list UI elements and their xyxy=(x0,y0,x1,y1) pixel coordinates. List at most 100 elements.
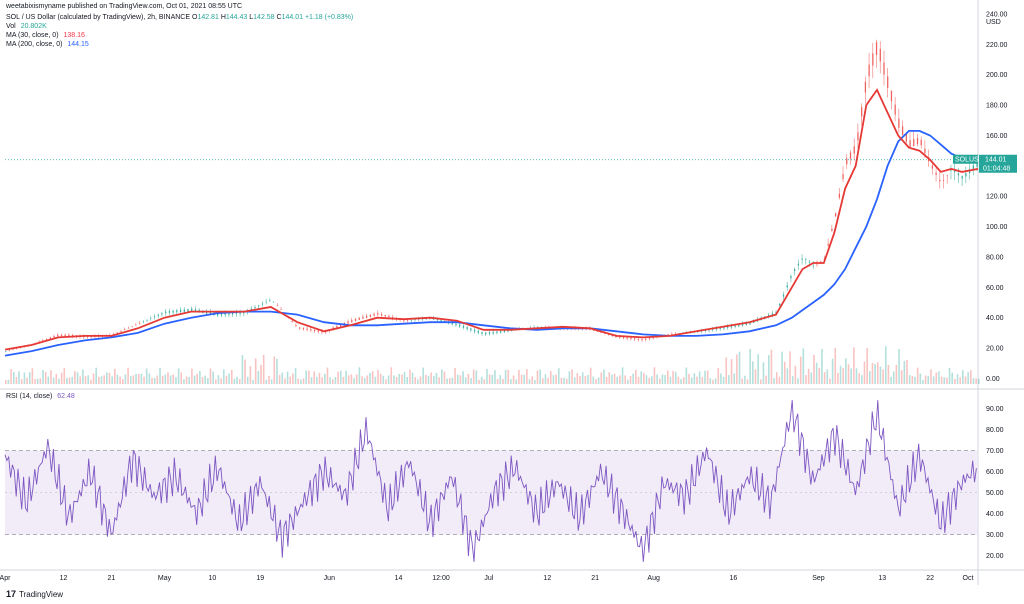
volume-bar xyxy=(252,379,254,384)
volume-bar xyxy=(44,372,47,384)
candle-body xyxy=(49,337,51,339)
volume-bar xyxy=(334,376,337,384)
volume-bar xyxy=(113,368,116,384)
candle-body xyxy=(172,310,174,313)
rsi-axis[interactable]: 20.00 30.00 40.00 50.00 60.00 70.00 80.00 90.00 xyxy=(986,406,1004,560)
x-axis: Apr 12 21 May 10 19 Jun 14 12:00 Jul 12 21 Aug 16 Sep 1… xyxy=(0,575,973,582)
candle-body xyxy=(861,107,863,117)
candle-body xyxy=(794,269,796,271)
volume-bar xyxy=(882,369,884,384)
candle-body xyxy=(749,322,751,325)
volume-bar xyxy=(55,373,58,384)
volume-bar xyxy=(175,377,177,384)
volume-bar xyxy=(398,374,401,384)
volume-bar xyxy=(84,376,87,384)
candle-body xyxy=(354,318,357,322)
volume-bar xyxy=(220,378,222,384)
candle-body xyxy=(879,48,881,62)
volume-bar xyxy=(196,373,199,384)
candle-body xyxy=(741,323,744,326)
volume-bar xyxy=(199,371,201,384)
volume-bar xyxy=(425,374,427,384)
volume-bar xyxy=(975,378,977,384)
volume-bar xyxy=(730,359,733,384)
candle-body xyxy=(299,327,301,329)
candle-body xyxy=(217,313,219,316)
volume-bar xyxy=(26,377,28,384)
ohlc-open: O142.81 xyxy=(191,14,219,21)
volume-bar xyxy=(542,378,544,384)
time-tick-label: 14 xyxy=(395,575,403,582)
volume-bar xyxy=(767,355,770,384)
candle-body xyxy=(626,337,628,339)
ma200-label: MA (200, close, 0) xyxy=(6,41,63,48)
volume-bar xyxy=(940,376,943,384)
volume-bar xyxy=(265,379,268,384)
rsi-pane[interactable] xyxy=(0,400,1024,571)
candle-body xyxy=(380,313,383,316)
volume-bar xyxy=(908,375,911,384)
volume-bar xyxy=(427,376,430,384)
volume-bar xyxy=(403,371,406,384)
candle-body xyxy=(280,309,282,311)
volume-bar xyxy=(701,377,704,384)
volume-bar xyxy=(608,372,611,384)
price-tick-label: 60.00 xyxy=(986,285,1004,292)
volume-bar xyxy=(512,375,515,384)
volume-bar xyxy=(207,378,209,384)
volume-bar xyxy=(680,378,682,384)
volume-bar xyxy=(363,378,366,384)
rsi-legend-row: RSI (14, close) 62.48 xyxy=(6,392,75,401)
ohlc-low: L142.58 xyxy=(249,14,275,21)
volume-bar xyxy=(422,367,424,384)
volume-bar xyxy=(464,377,467,384)
time-tick-label: 13 xyxy=(878,575,886,582)
volume-bar xyxy=(640,371,642,384)
volume-bar xyxy=(98,376,100,384)
volume-bar xyxy=(470,378,472,384)
candle-body xyxy=(272,301,275,303)
volume-bar xyxy=(435,372,438,384)
volume-bar xyxy=(347,375,350,384)
price-tick-label: 120.00 xyxy=(986,194,1008,201)
volume-bar xyxy=(480,376,483,384)
volume-bar xyxy=(228,373,230,384)
candle-body xyxy=(261,303,264,305)
rsi-value: 62.48 xyxy=(57,393,75,400)
volume-bar xyxy=(914,376,916,384)
candle-body xyxy=(64,334,66,337)
volume-bar xyxy=(212,371,214,384)
candle-body xyxy=(209,311,212,315)
volume-bar xyxy=(791,376,794,384)
candle-body xyxy=(507,330,509,332)
volume-bar xyxy=(510,379,512,384)
volume-bar xyxy=(560,377,563,384)
candle-body xyxy=(377,312,379,315)
price-pane[interactable] xyxy=(0,0,1024,585)
volume-bar xyxy=(573,377,576,384)
price-axis[interactable]: 0.0020.0040.0060.0080.00100.00120.00140.… xyxy=(986,12,1008,383)
candle-body xyxy=(194,309,197,312)
footer-brand[interactable]: 17 TradingView xyxy=(6,589,63,599)
volume-bar xyxy=(289,376,292,384)
candle-body xyxy=(786,285,788,288)
volume-bar xyxy=(871,363,874,384)
volume-bar xyxy=(448,378,451,384)
volume-bar xyxy=(962,370,964,384)
volume-bar xyxy=(382,375,385,384)
volume-bar xyxy=(964,376,967,384)
volume-bar xyxy=(137,373,140,384)
volume-bar xyxy=(571,369,573,384)
volume-bar xyxy=(736,354,738,384)
volume-bar xyxy=(268,375,270,384)
volume-bar xyxy=(246,376,249,384)
volume-bar xyxy=(677,376,680,384)
volume-bar xyxy=(185,376,188,384)
rsi-tick-label: 30.00 xyxy=(986,532,1004,539)
volume-bar xyxy=(390,367,393,384)
volume-bar xyxy=(765,375,767,384)
ma30-legend-row: MA (30, close, 0) 138.16 xyxy=(6,31,85,40)
candle-body xyxy=(42,340,44,342)
publisher-line: weetabixismyname published on TradingVie… xyxy=(6,3,243,10)
